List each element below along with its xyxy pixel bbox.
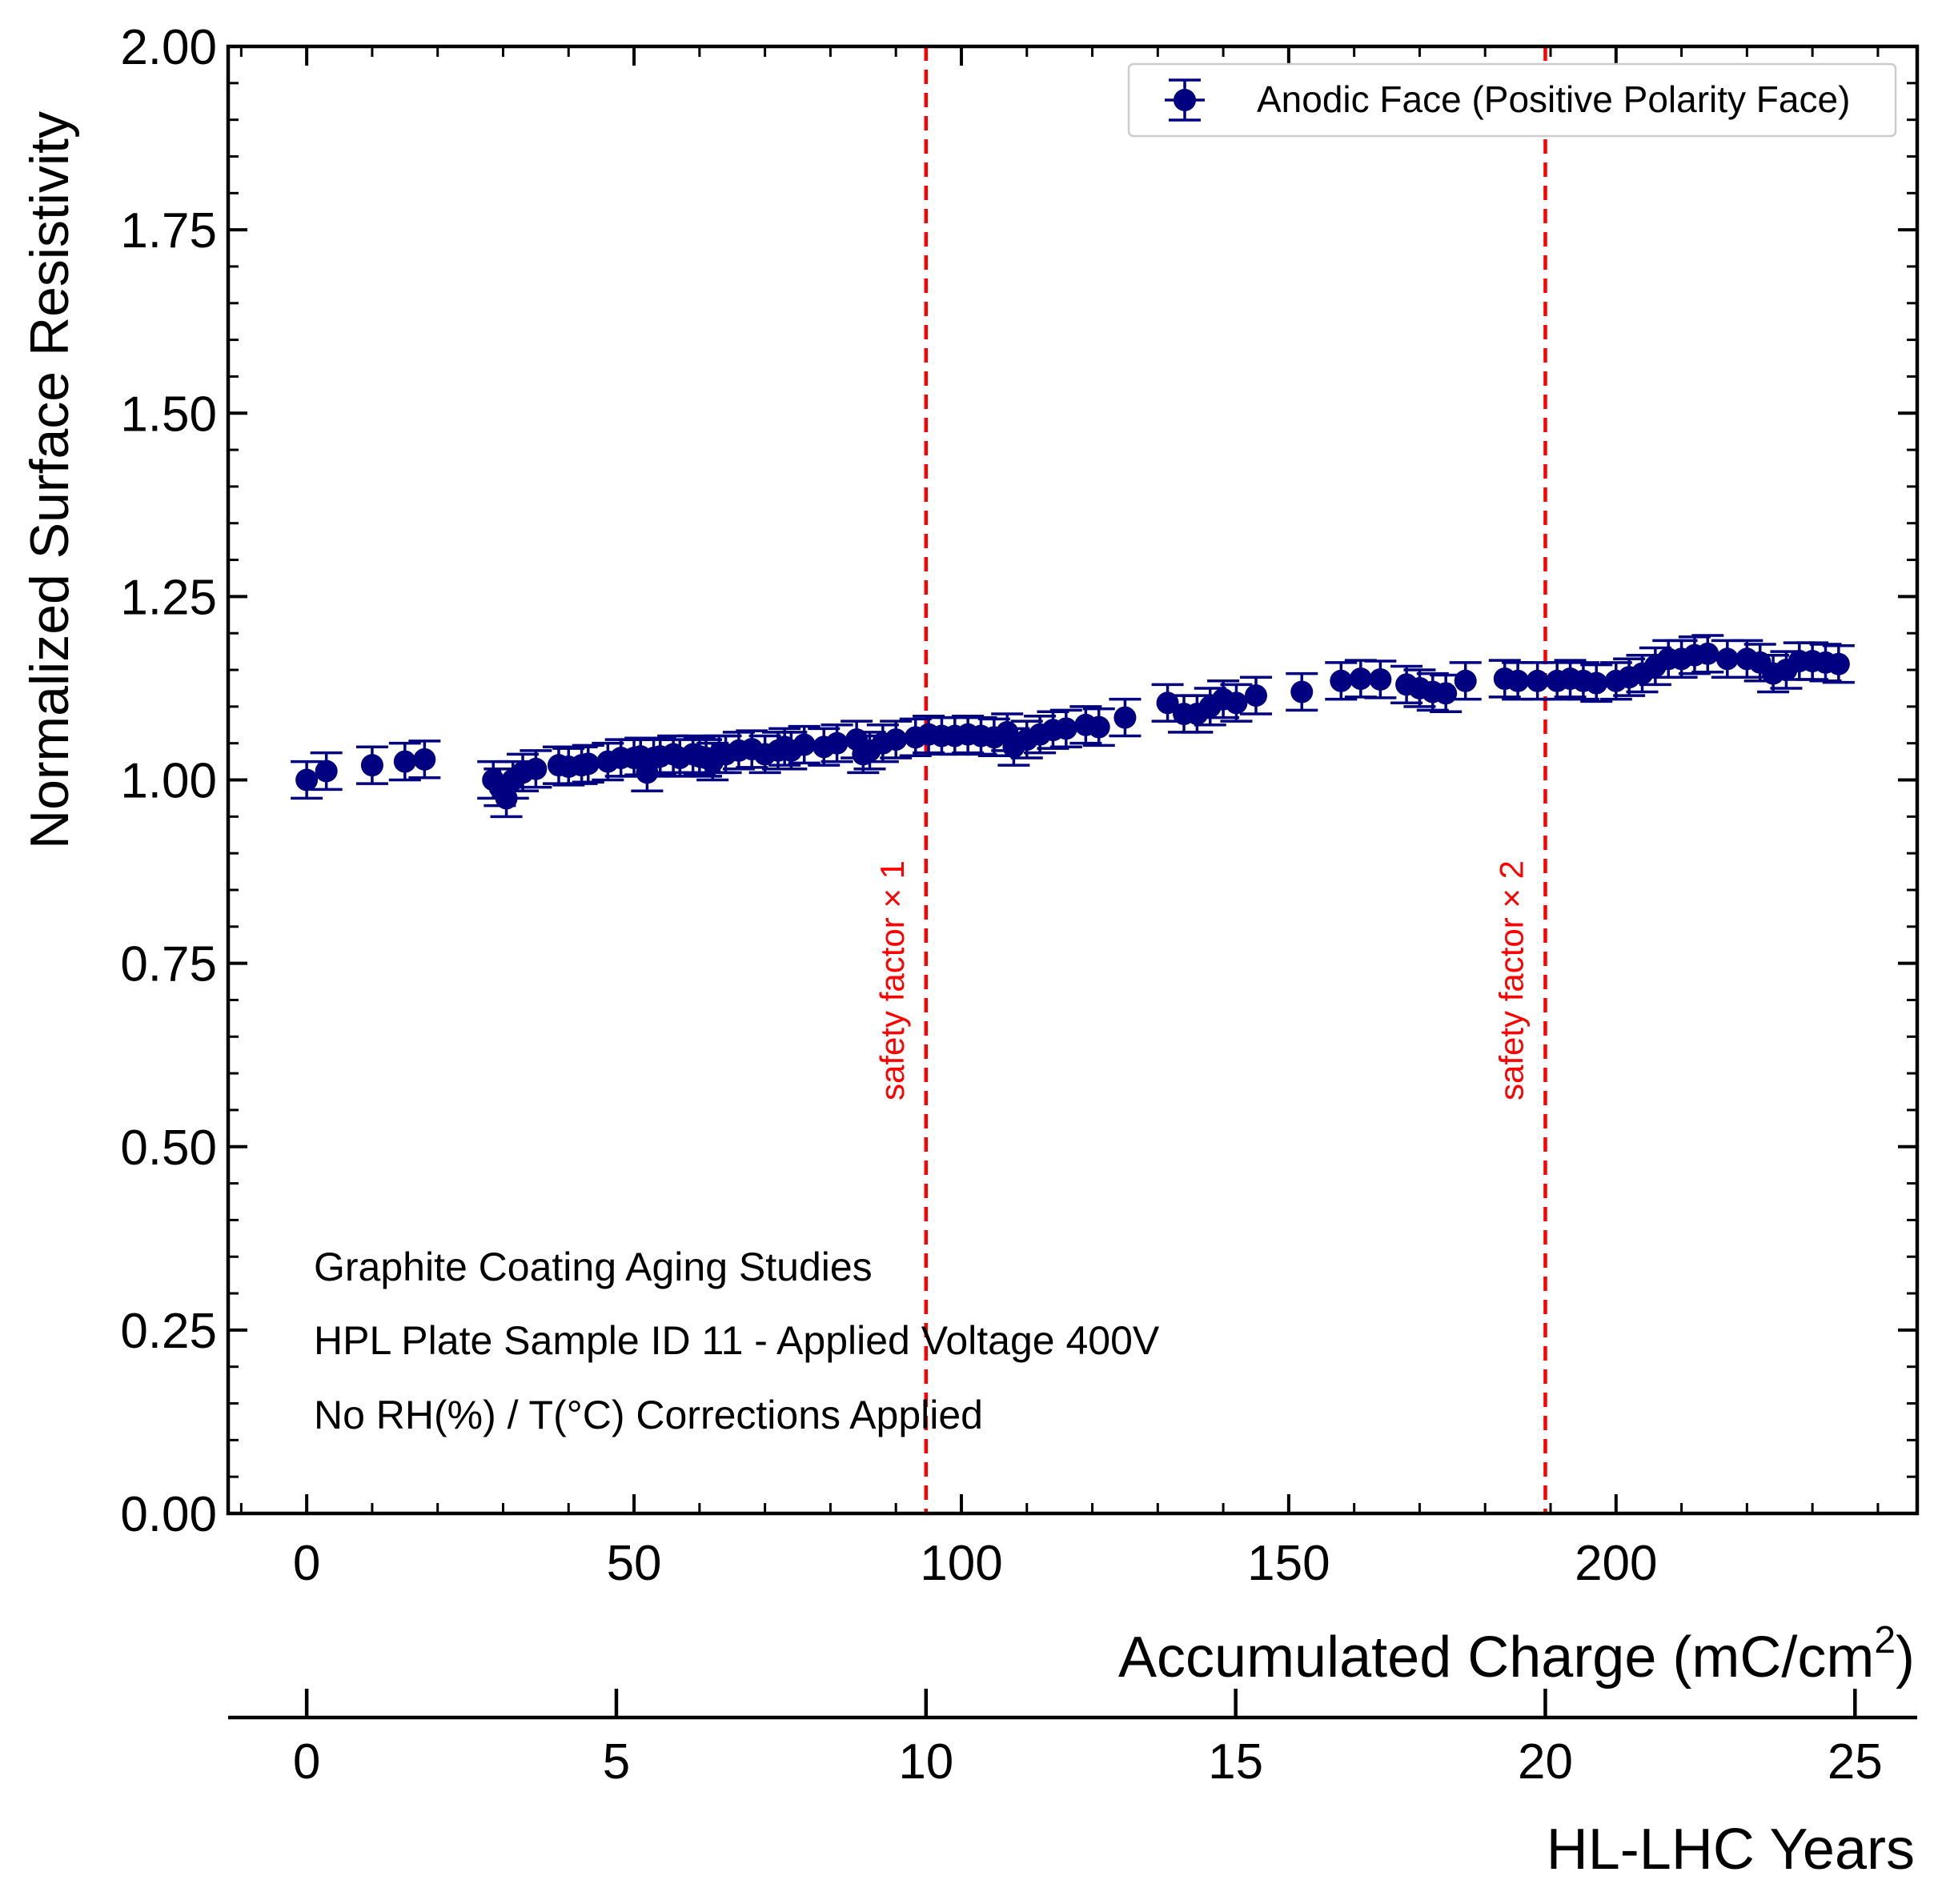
marker	[1244, 684, 1267, 707]
marker	[1369, 667, 1392, 691]
legend-marker	[1165, 78, 1205, 122]
y-axis-title: Normalized Surface Resistivity	[19, 111, 80, 849]
data-point	[880, 720, 913, 760]
data-point	[1239, 675, 1272, 716]
data-point	[1822, 644, 1855, 684]
x-axis-title: Accumulated Charge (mC/cm2)	[1118, 1619, 1915, 1690]
marker	[1087, 716, 1110, 739]
secondary-tick-marks	[304, 1689, 1857, 1718]
x-tick-label: 200	[1575, 1536, 1657, 1591]
marker	[360, 754, 383, 777]
data-point	[355, 745, 388, 785]
marker	[1290, 680, 1314, 703]
marker	[393, 750, 416, 773]
data-point	[520, 749, 552, 789]
marker	[1715, 647, 1739, 671]
data-point	[1082, 707, 1115, 748]
y-tick-label: 0.50	[120, 1120, 217, 1176]
marker	[1827, 652, 1850, 675]
secondary-tick-label: 10	[898, 1734, 953, 1790]
data-point	[1049, 708, 1082, 749]
y-tick-label: 1.50	[120, 387, 217, 442]
marker	[413, 748, 436, 771]
vline-label-2: safety factor × 2	[1492, 860, 1530, 1100]
data-point	[821, 724, 853, 764]
data-points-layer	[291, 634, 1855, 819]
secondary-tick-label: 5	[603, 1734, 630, 1790]
secondary-tick-label: 20	[1518, 1734, 1573, 1790]
y-tick-label: 0.00	[120, 1487, 217, 1542]
marker	[1054, 717, 1077, 740]
data-point	[1502, 661, 1535, 701]
legend: Anodic Face (Positive Polarity Face)	[1127, 62, 1897, 138]
x-tick-label: 100	[920, 1536, 1002, 1591]
annotation-line-2: HPL Plate Sample ID 11 - Applied Voltage…	[314, 1318, 1160, 1363]
marker	[1696, 642, 1719, 665]
marker	[1113, 706, 1137, 729]
data-point	[1449, 661, 1482, 701]
y-tick-label: 1.00	[120, 754, 217, 809]
data-point	[572, 744, 604, 784]
data-point	[291, 760, 323, 800]
secondary-tick-labels: 0 5 10 15 20 25	[293, 1734, 1883, 1790]
data-point	[388, 741, 421, 782]
y-tick-label: 2.00	[120, 20, 217, 75]
secondary-tick-label: 15	[1208, 1734, 1263, 1790]
secondary-tick-label: 0	[293, 1734, 320, 1790]
marker	[1454, 669, 1477, 692]
marker	[1507, 669, 1530, 692]
data-point	[1580, 663, 1613, 703]
marker	[524, 757, 548, 780]
y-tick-label: 0.75	[120, 937, 217, 992]
data-point	[1286, 671, 1318, 712]
x-tick-labels: 0 50 100 150 200	[293, 1536, 1658, 1591]
marker	[1330, 669, 1353, 692]
marker	[885, 728, 908, 752]
data-point	[310, 751, 343, 792]
marker	[1349, 667, 1372, 691]
x-tick-label: 150	[1247, 1536, 1330, 1591]
marker	[1585, 671, 1608, 695]
x-tick-label: 0	[293, 1536, 320, 1591]
marker	[1526, 669, 1549, 692]
marker	[295, 768, 319, 792]
marker	[315, 760, 338, 783]
data-point	[1364, 659, 1397, 699]
marker	[1434, 682, 1458, 705]
marker	[792, 733, 816, 756]
data-point	[408, 740, 441, 780]
marker	[1156, 691, 1179, 715]
y-tick-label: 1.75	[120, 203, 217, 259]
plot-frame	[226, 44, 1920, 1516]
data-point	[788, 724, 821, 765]
annotation-line-1: Graphite Coating Aging Studies	[314, 1245, 873, 1289]
marker	[576, 752, 600, 776]
vline-label-1: safety factor × 1	[873, 860, 911, 1100]
data-point	[1325, 661, 1358, 701]
marker	[1225, 691, 1248, 715]
legend-box	[1127, 62, 1897, 138]
secondary-axis-title: HL-LHC Years	[1547, 1818, 1915, 1882]
annotation-line-3: No RH(%) / T(°C) Corrections Applied	[314, 1393, 983, 1437]
secondary-tick-label: 25	[1828, 1734, 1883, 1790]
data-point	[1691, 634, 1724, 674]
data-point	[1109, 697, 1142, 738]
y-tick-label: 1.25	[120, 570, 217, 625]
vlines-layer: safety factor × 1 safety factor × 2	[873, 46, 1547, 1513]
legend-label: Anodic Face (Positive Polarity Face)	[1257, 78, 1850, 120]
data-point	[1220, 683, 1253, 723]
x-tick-label: 50	[607, 1536, 662, 1591]
marker	[825, 732, 849, 755]
data-point	[1757, 653, 1790, 694]
y-tick-label: 0.25	[120, 1304, 217, 1359]
y-tick-labels: 0.00 0.25 0.50 0.75 1.00 1.25 1.50 1.75 2.00	[120, 20, 217, 1542]
